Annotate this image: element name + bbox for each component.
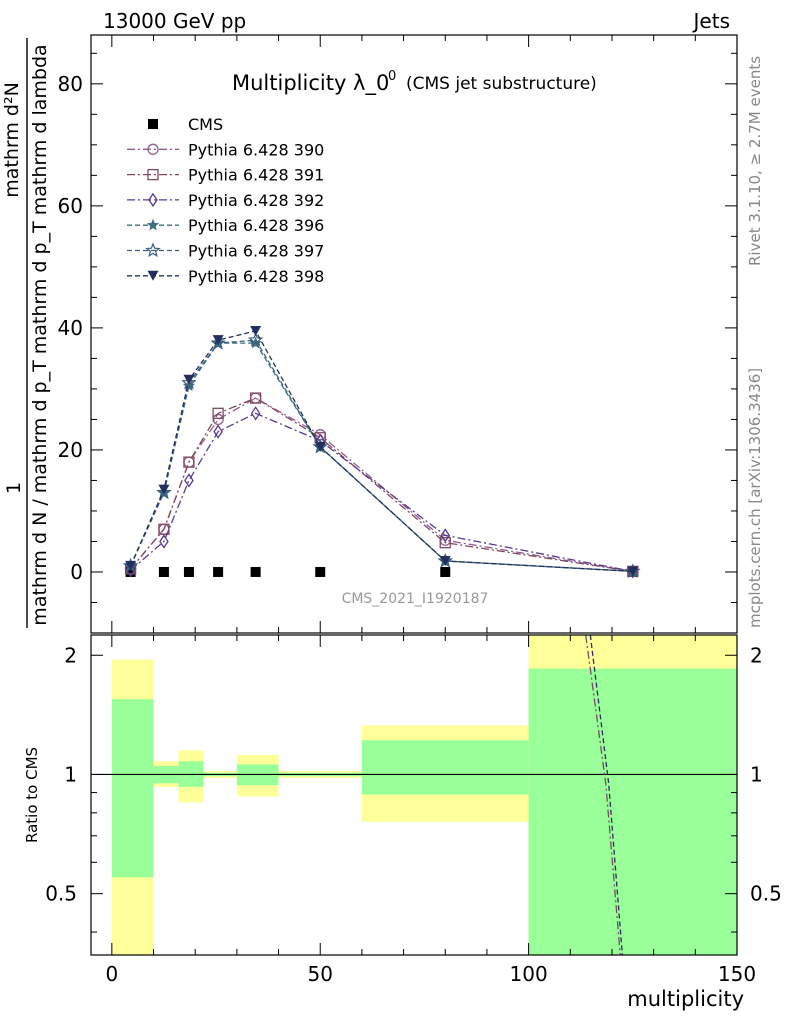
ratio-y-tick-label-right: 0.5 [750,882,782,906]
legend-marker [145,242,161,258]
chart-title: Multiplicity λ_0 [232,71,389,96]
x-tick-label: 150 [718,962,756,986]
legend-label: CMS [188,115,223,134]
data-point [439,537,451,549]
y-axis-label: 1 mathrm d N / mathrm d p_T mathrm d p_T … [1,38,51,628]
data-point [210,334,226,350]
data-point [314,441,326,452]
data-point [158,484,170,495]
y-label-prefix: 1 [3,482,25,494]
x-tick-label: 100 [510,962,548,986]
ratio-frame [90,634,738,956]
legend-label: Pythia 6.428 392 [188,191,324,210]
y-label-denominator: mathrm d N / mathrm d p_T mathrm d p_T m… [29,44,51,625]
data-point [159,534,169,549]
legend: CMS Pythia 6.428 390 Pythia 6.428 391 Pythi… [127,115,324,286]
data-point [125,566,136,577]
chart-title-sup: 0 [388,69,396,84]
legend-label: Pythia 6.428 398 [188,267,324,286]
series-3 [125,406,638,579]
data-point [213,566,224,577]
ratio-curve-0 [585,634,621,956]
legend-label: Pythia 6.428 396 [188,216,324,235]
series-1 [124,392,639,578]
legend-marker [148,192,158,208]
series-0 [125,566,638,577]
data-point [156,484,172,500]
main-plot: 0 20 40 60 80 1 mathrm d N / mathrm d p_T math… [1,34,738,634]
y-tick-label: 40 [58,316,83,340]
data-point [250,406,261,421]
ratio-y-tick-label-left: 1 [64,762,77,786]
data-point [158,523,170,535]
ratio-y-axis-label: Ratio to CMS [23,747,41,843]
y-label-numerator: mathrm d²N [1,82,23,198]
series-line [130,339,633,573]
data-point [125,560,137,571]
y-tick-label: 0 [70,560,83,584]
legend-marker [147,270,159,281]
legend-marker [147,168,159,181]
data-point [183,566,194,577]
header-left: 13000 GeV pp [103,9,246,33]
data-point [249,392,262,404]
legend-label: Pythia 6.428 391 [188,166,324,185]
legend-label: Pythia 6.428 397 [188,242,324,261]
ratio-y-tick-label-right: 2 [750,643,763,667]
data-point [212,413,224,426]
band-green [528,668,737,955]
ratio-y-tick-label-left: 0.5 [45,882,77,906]
chart-subtitle: (CMS jet substructure) [406,74,597,94]
x-tick-label: 50 [307,962,332,986]
data-point [627,566,639,577]
series-line [129,330,633,573]
data-point [440,528,451,543]
data-point [184,473,194,488]
y-tick-label: 60 [58,194,83,218]
series-line [130,412,633,573]
main-frame [90,34,738,634]
ratio-curve-1 [589,634,624,956]
data-point [250,325,262,336]
series-line [130,397,633,573]
data-point [212,407,224,419]
x-axis-label: multiplicity [627,987,744,1011]
data-point [183,456,195,468]
rivet-label: Rivet 3.1.10, ≥ 2.7M events [746,56,764,266]
series-4 [124,336,639,577]
band-green [111,699,154,878]
watermark: CMS_2021_I1920187 [342,591,489,607]
mcplots-label: mcplots.cern.ch [arXiv:1306.3436] [746,368,764,628]
data-point [439,555,451,566]
series-2 [124,392,639,578]
legend-label: Pythia 6.428 390 [188,140,324,159]
header-right: Jets [692,9,730,33]
series-5 [122,331,641,578]
series-line [130,342,633,573]
ratio-y-tick-label-left: 2 [64,643,77,667]
data-point [183,374,195,385]
series-line [130,397,633,573]
y-tick-label: 80 [58,72,83,96]
legend-marker [146,218,160,231]
data-point [213,424,223,439]
data-point [181,374,197,390]
ratio-y-tick-label-right: 1 [750,762,763,786]
data-point [212,335,224,346]
band-green [361,740,529,795]
data-point [158,566,169,577]
y-tick-label: 20 [58,438,83,462]
series-6 [125,325,639,577]
data-point [250,566,261,577]
x-tick-label: 0 [105,962,118,986]
legend-marker [148,119,158,129]
data-point [315,566,326,577]
legend-marker [147,143,159,155]
data-point [440,566,451,577]
